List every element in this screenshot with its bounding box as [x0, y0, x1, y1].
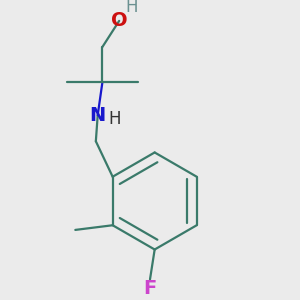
Text: N: N [90, 106, 106, 124]
Text: O: O [111, 11, 128, 30]
Text: H: H [108, 110, 121, 128]
Text: F: F [143, 279, 157, 298]
Text: H: H [125, 0, 138, 16]
